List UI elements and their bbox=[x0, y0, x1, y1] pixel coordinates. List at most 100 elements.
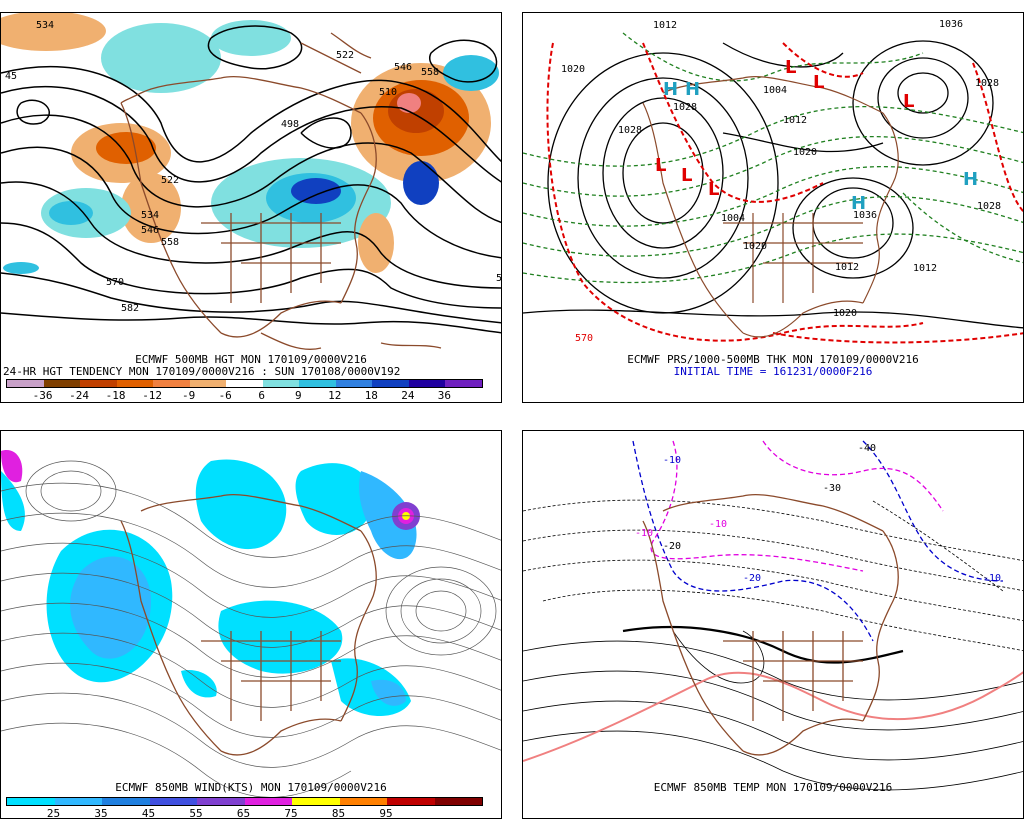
colorbar-swatch bbox=[408, 380, 446, 387]
thickness-lines-green bbox=[523, 32, 1023, 284]
pressure-centers: L L L L L L H H H H bbox=[655, 57, 978, 214]
isotherm-label: -20 bbox=[663, 541, 681, 552]
coastlines bbox=[120, 32, 442, 350]
map-pressure-thickness: 1012 1020 1028 1004 1012 1020 1028 1036 … bbox=[523, 19, 1023, 344]
contour-label: 5 bbox=[496, 273, 502, 284]
p1-colorbar bbox=[6, 379, 483, 388]
contour-label: 522 bbox=[161, 175, 179, 186]
isotherm-label: -30 bbox=[823, 483, 841, 494]
contour-label: 510 bbox=[379, 87, 397, 98]
panel-850mb-wind: ECMWF 850MB WIND(KTS) MON 170109/0000V21… bbox=[0, 430, 502, 819]
colorbar-tick-label: 45 bbox=[141, 807, 156, 819]
coastlines-p3 bbox=[120, 493, 377, 756]
p2-caption-line2: INITIAL TIME = 161231/0000F216 bbox=[673, 365, 873, 378]
colorbar-swatch bbox=[372, 380, 409, 387]
isotherm-label: -10 bbox=[709, 519, 727, 530]
isotherm-label: -20 bbox=[743, 573, 761, 584]
colorbar-swatch bbox=[299, 380, 336, 387]
isotherm-label: -10 bbox=[663, 455, 681, 466]
panel-850mb-temp: -10 -10 -10 -20 -20 -30 -40 -10 ECMWF 85… bbox=[522, 430, 1024, 819]
colorbar-tick-label: 18 bbox=[364, 389, 378, 402]
colorbar-tick-label: 6 bbox=[258, 389, 266, 402]
isobar-label: 1028 bbox=[975, 78, 999, 89]
p1-caption-line1: ECMWF 500MB HGT MON 170109/0000V216 bbox=[135, 353, 367, 366]
p1-contour-labels: 534 546 558 510 498 522 534 546 558 570 … bbox=[5, 20, 502, 314]
colorbar-tick-label: 75 bbox=[284, 807, 298, 819]
colorbar-swatch bbox=[339, 798, 387, 805]
isobar-label: 1012 bbox=[783, 115, 807, 126]
colorbar-swatch bbox=[434, 798, 482, 805]
colorbar-tick-label: 65 bbox=[236, 807, 251, 819]
colorbar-swatch bbox=[387, 798, 435, 805]
low-center-marker: L bbox=[655, 155, 666, 176]
isobar-label: 1020 bbox=[833, 308, 857, 319]
isobar-label: 1028 bbox=[977, 201, 1001, 212]
p4-caption: ECMWF 850MB TEMP MON 170109/0000V216 bbox=[653, 781, 893, 794]
height-contours bbox=[1, 25, 501, 334]
isobars bbox=[523, 40, 1023, 329]
colorbar-swatch bbox=[189, 380, 227, 387]
p2-pressure-labels: 1012 1020 1028 1004 1012 1020 1028 1036 … bbox=[561, 19, 1001, 344]
contour-label: 498 bbox=[281, 119, 299, 130]
panel-500mb-height: 534 546 558 510 498 522 534 546 558 570 … bbox=[0, 12, 502, 403]
colorbar-swatch bbox=[7, 798, 55, 805]
low-center-marker: L bbox=[903, 91, 914, 112]
isobar-label: 1036 bbox=[853, 210, 877, 221]
colorbar-tick-label: 85 bbox=[331, 807, 346, 819]
colorbar-tick-label: -9 bbox=[182, 389, 196, 402]
contour-label: 546 bbox=[394, 62, 412, 73]
high-center-marker: H bbox=[963, 169, 978, 190]
isobar-label: 1020 bbox=[793, 147, 817, 158]
p1-caption-line2: 24-HR HGT TENDENCY MON 170109/0000V216 :… bbox=[3, 365, 401, 378]
thickness-label: 570 bbox=[575, 333, 593, 344]
isobar-label: 1004 bbox=[763, 85, 787, 96]
isobar-label: 1028 bbox=[673, 102, 697, 113]
isobar-label: 1020 bbox=[561, 64, 585, 75]
contour-label: 522 bbox=[336, 50, 354, 61]
colorbar-tick-label: -6 bbox=[218, 389, 232, 402]
contour-label: 558 bbox=[421, 67, 439, 78]
low-center-marker: L bbox=[813, 72, 824, 93]
colorbar-swatch bbox=[80, 380, 117, 387]
isobar-label: 1036 bbox=[939, 19, 963, 30]
colorbar-swatch bbox=[43, 380, 81, 387]
map-850mb-temp: -10 -10 -10 -20 -20 -30 -40 -10 bbox=[523, 440, 1023, 791]
contour-label: 546 bbox=[141, 225, 159, 236]
high-center-marker: H bbox=[851, 193, 866, 214]
coastlines-p2 bbox=[642, 76, 899, 338]
colorbar-swatch bbox=[244, 798, 292, 805]
colorbar-swatch bbox=[197, 798, 245, 805]
p1-colorbar-ticks: -36 -24 -18 -12 -9 -6 6 9 12 18 24 36 bbox=[6, 389, 481, 402]
colorbar-swatch bbox=[116, 380, 154, 387]
colorbar-tick-label: 9 bbox=[294, 389, 302, 402]
colorbar-tick-label: 12 bbox=[328, 389, 342, 402]
colorbar-tick-label: -18 bbox=[105, 389, 126, 402]
colorbar-swatch bbox=[292, 798, 340, 805]
isobar-label: 1020 bbox=[743, 241, 767, 252]
magenta-isotherm bbox=[650, 440, 944, 572]
low-center-marker: L bbox=[708, 179, 719, 200]
colorbar-tick-label: -24 bbox=[69, 389, 89, 402]
colorbar-tick-label: 35 bbox=[94, 807, 108, 819]
isobar-label: 1012 bbox=[653, 20, 677, 31]
wind-speed-shading bbox=[1, 450, 420, 716]
colorbar-tick-label: -12 bbox=[142, 389, 163, 402]
contour-label: 45 bbox=[5, 71, 17, 82]
high-center-marker: H bbox=[663, 79, 678, 100]
colorbar-swatch bbox=[262, 380, 300, 387]
contour-label: 558 bbox=[161, 237, 179, 248]
colorbar-swatch bbox=[102, 798, 150, 805]
colorbar-tick-label: 36 bbox=[437, 389, 451, 402]
colorbar-swatch bbox=[7, 380, 44, 387]
colorbar-tick-label: 95 bbox=[379, 807, 393, 819]
isotherm-label: -40 bbox=[858, 443, 876, 454]
low-center-marker: L bbox=[785, 57, 796, 78]
colorbar-swatch bbox=[445, 380, 482, 387]
p4-temp-labels: -10 -10 -10 -20 -20 -30 -40 -10 bbox=[635, 443, 1001, 584]
map-500mb-height: 534 546 558 510 498 522 534 546 558 570 … bbox=[1, 13, 502, 350]
streamlines bbox=[1, 460, 501, 798]
height-tendency-shading bbox=[1, 13, 499, 274]
p2-caption-line1: ECMWF PRS/1000-500MB THK MON 170109/0000… bbox=[627, 353, 919, 366]
isotherm-label: -10 bbox=[983, 573, 1001, 584]
isobar-label: 1004 bbox=[721, 213, 745, 224]
